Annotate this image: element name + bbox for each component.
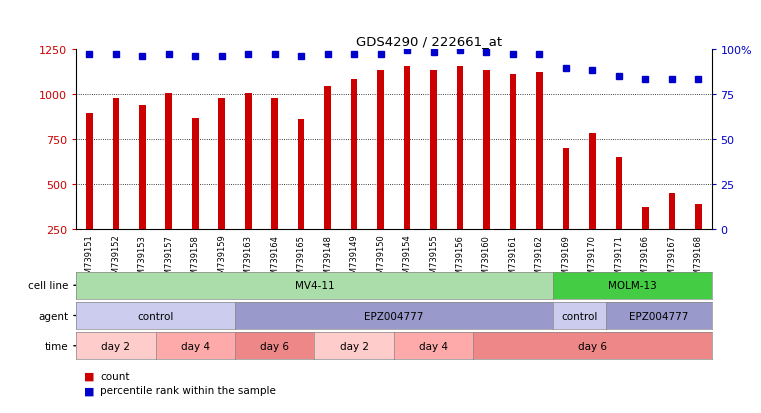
Text: EPZ004777: EPZ004777: [629, 311, 688, 321]
Bar: [616, 157, 622, 229]
Text: count: count: [100, 371, 130, 381]
Text: agent: agent: [38, 311, 68, 321]
Text: ■: ■: [84, 385, 94, 395]
Bar: [113, 99, 119, 229]
Text: day 2: day 2: [339, 341, 368, 351]
Text: MOLM-13: MOLM-13: [608, 280, 657, 291]
Bar: [139, 105, 145, 229]
Text: EPZ004777: EPZ004777: [364, 311, 424, 321]
Bar: [86, 113, 93, 229]
Text: day 6: day 6: [578, 341, 607, 351]
Text: MV4-11: MV4-11: [295, 280, 334, 291]
Text: day 4: day 4: [181, 341, 210, 351]
Text: time: time: [45, 341, 68, 351]
Bar: [589, 134, 596, 229]
Bar: [324, 87, 331, 229]
Text: day 6: day 6: [260, 341, 289, 351]
Bar: [165, 94, 172, 229]
Bar: [537, 73, 543, 229]
Bar: [457, 66, 463, 229]
Bar: [430, 71, 437, 229]
Text: day 2: day 2: [101, 341, 130, 351]
Bar: [695, 204, 702, 229]
Bar: [192, 119, 199, 229]
Bar: [298, 120, 304, 229]
Text: ■: ■: [84, 371, 94, 381]
Bar: [351, 80, 358, 229]
Bar: [510, 75, 516, 229]
Bar: [483, 71, 490, 229]
Bar: [562, 148, 569, 229]
Bar: [272, 99, 278, 229]
Text: control: control: [137, 311, 174, 321]
Bar: [377, 71, 384, 229]
Bar: [218, 99, 225, 229]
Bar: [642, 208, 648, 229]
Bar: [404, 66, 410, 229]
Bar: [668, 193, 675, 229]
Text: control: control: [561, 311, 597, 321]
Text: cell line: cell line: [28, 280, 68, 291]
Text: percentile rank within the sample: percentile rank within the sample: [100, 385, 276, 395]
Text: day 4: day 4: [419, 341, 448, 351]
Text: GDS4290 / 222661_at: GDS4290 / 222661_at: [356, 35, 502, 47]
Bar: [245, 94, 251, 229]
